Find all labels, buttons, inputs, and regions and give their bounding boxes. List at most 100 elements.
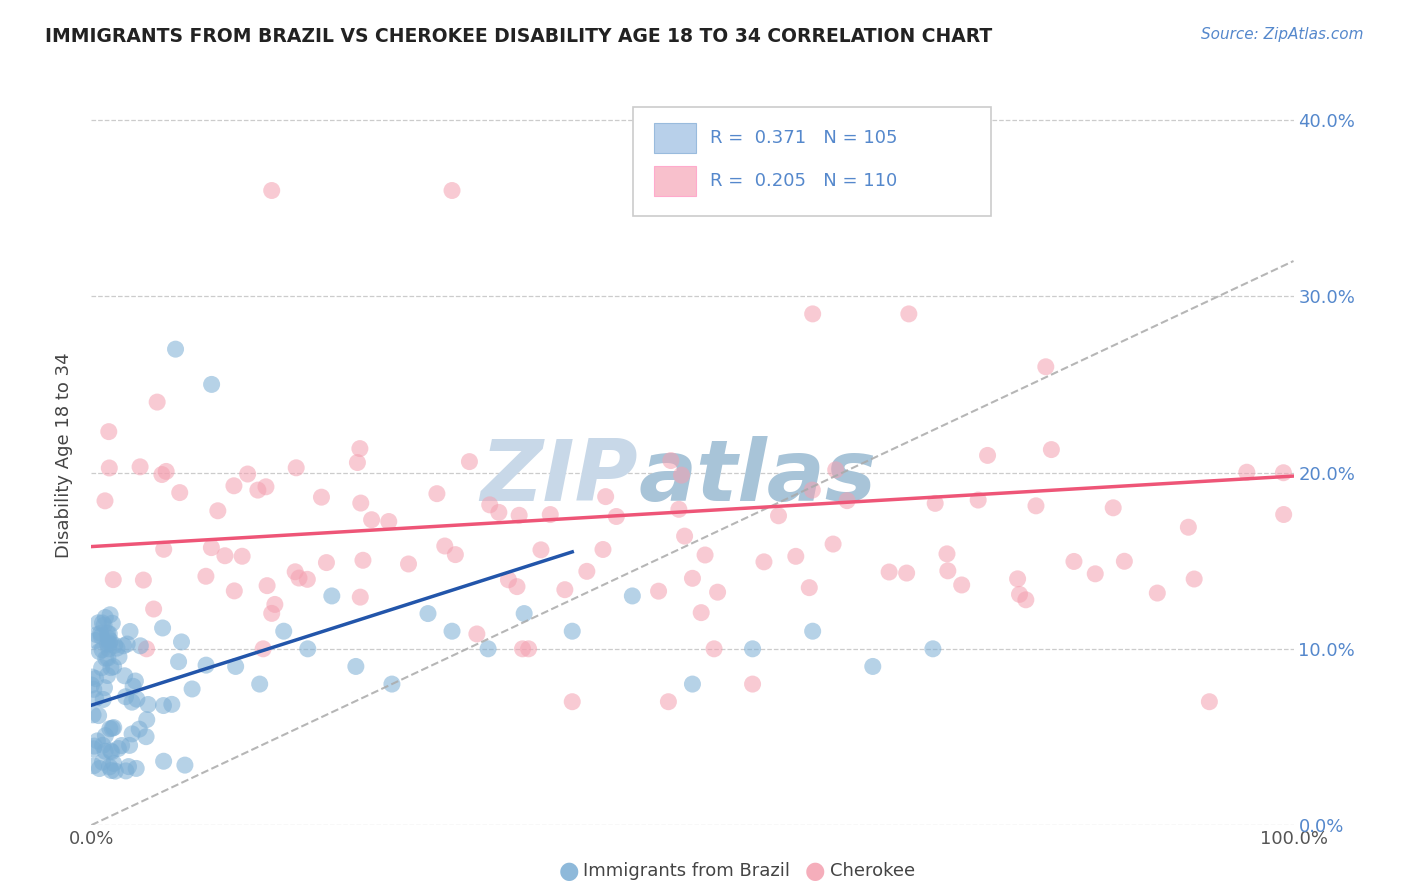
Point (200, 541, 222, 555)
Point (90, 661, 112, 675)
Point (1035, 359, 1057, 374)
Point (508, 508, 530, 523)
Point (416, 607, 439, 621)
Point (100, 744, 122, 758)
Point (194, 569, 217, 583)
Point (174, 758, 197, 772)
Point (433, 539, 456, 553)
Point (94, 610, 117, 624)
Point (125, 692, 148, 706)
Point (84, 691, 107, 706)
Point (83, 758, 105, 772)
Text: ●: ● (806, 859, 825, 882)
Point (799, 581, 821, 595)
Point (575, 565, 598, 579)
Point (260, 184, 283, 198)
Point (82, 670, 104, 684)
Point (82, 707, 104, 722)
Point (89, 762, 111, 776)
Point (97, 425, 120, 439)
Point (207, 504, 229, 518)
Point (222, 479, 245, 493)
Point (352, 553, 374, 567)
Point (91, 643, 114, 657)
Point (118, 624, 141, 639)
Point (673, 529, 696, 543)
Point (101, 616, 124, 631)
Point (94, 651, 117, 665)
Point (84, 633, 107, 648)
Point (681, 677, 703, 691)
Point (488, 505, 510, 519)
Point (214, 549, 236, 563)
Point (284, 565, 307, 579)
Point (93, 681, 115, 695)
Point (129, 459, 152, 474)
Point (103, 659, 125, 673)
Point (273, 624, 295, 639)
Point (595, 490, 617, 504)
Point (967, 493, 990, 508)
Point (922, 641, 945, 656)
Point (82, 742, 104, 756)
Point (1114, 554, 1136, 568)
Point (98, 461, 121, 475)
Point (231, 549, 253, 564)
Point (877, 565, 900, 579)
Point (100, 660, 122, 674)
Point (517, 641, 540, 656)
Point (349, 590, 371, 604)
Point (104, 764, 127, 778)
Point (668, 502, 690, 516)
Point (835, 493, 858, 508)
Point (741, 641, 763, 656)
Point (135, 730, 157, 744)
Point (201, 377, 224, 392)
Point (440, 184, 463, 198)
Text: ●: ● (560, 859, 579, 882)
Point (103, 721, 125, 735)
Point (458, 454, 481, 468)
Point (90, 629, 112, 643)
Point (128, 722, 150, 736)
Point (96, 668, 118, 682)
Point (136, 698, 159, 712)
Point (1177, 520, 1199, 534)
Point (101, 722, 124, 736)
Point (105, 641, 128, 656)
Point (1007, 572, 1029, 586)
Point (976, 449, 998, 463)
Point (252, 641, 274, 656)
Point (87, 615, 110, 630)
Point (801, 624, 824, 639)
Point (681, 571, 703, 585)
Point (1182, 572, 1205, 586)
Point (950, 578, 973, 592)
Point (378, 515, 401, 529)
Point (321, 589, 343, 603)
Point (91, 692, 114, 706)
Point (181, 681, 204, 696)
Point (249, 677, 271, 691)
Point (936, 547, 959, 561)
Point (114, 669, 136, 683)
Point (315, 556, 337, 570)
Point (592, 542, 614, 557)
Point (349, 442, 371, 456)
Point (659, 453, 682, 467)
Point (225, 659, 247, 673)
Point (801, 483, 824, 497)
Point (114, 690, 136, 704)
Point (121, 695, 143, 709)
Point (1198, 695, 1220, 709)
Point (1102, 500, 1125, 515)
Point (254, 480, 277, 494)
Point (107, 741, 129, 756)
Point (100, 764, 122, 778)
Point (346, 456, 368, 470)
Point (530, 542, 553, 557)
Point (1008, 587, 1031, 601)
Point (256, 579, 278, 593)
Point (91, 739, 114, 753)
Point (98, 722, 121, 736)
